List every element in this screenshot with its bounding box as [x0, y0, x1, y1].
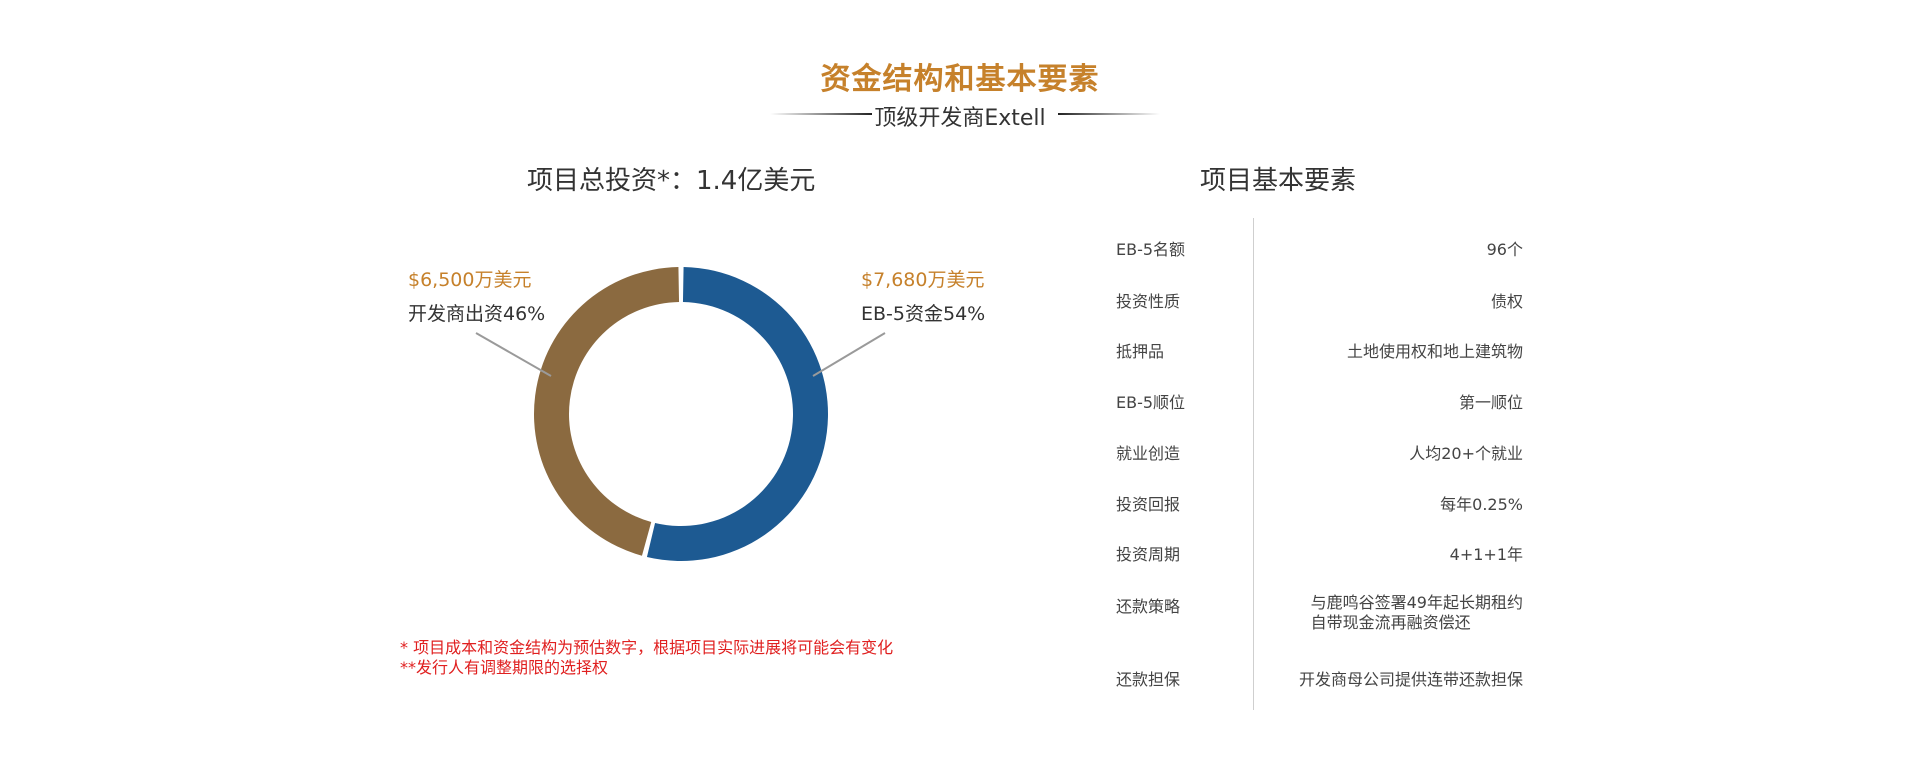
- investment-title: 项目总投资*：1.4亿美元: [527, 166, 816, 196]
- row-value-priority: 第一顺位: [1458, 393, 1523, 412]
- footnote-2: **发行人有调整期限的选择权: [400, 658, 609, 677]
- row-label-repayment-guarantee: 还款担保: [1116, 670, 1181, 689]
- repayment-strategy-line-2: 自带现金流再融资偿还: [1310, 613, 1471, 632]
- row-label-jobs: 就业创造: [1116, 444, 1181, 463]
- row-label-eb5-quota: EB-5名额: [1116, 240, 1186, 259]
- donut-slice-developer: [534, 267, 680, 556]
- row-label-return: 投资回报: [1116, 495, 1181, 514]
- subtitle-line-right: [1058, 113, 1160, 115]
- row-label-term: 投资周期: [1116, 545, 1181, 564]
- footnotes: * 项目成本和资金结构为预估数字，根据项目实际进展将可能会有变化 **发行人有调…: [400, 638, 893, 678]
- row-value-repayment-guarantee: 开发商母公司提供连带还款担保: [1298, 670, 1523, 689]
- row-value-return: 每年0.25%: [1440, 495, 1523, 514]
- row-value-term: 4+1+1年: [1449, 545, 1523, 564]
- row-value-jobs: 人均20+个就业: [1409, 444, 1523, 463]
- leader-line-developer: [475, 332, 552, 377]
- row-label-repayment-strategy: 还款策略: [1116, 597, 1181, 616]
- row-value-investment-type: 债权: [1490, 292, 1523, 311]
- slice-amount-eb5: $7,680万美元: [861, 269, 985, 291]
- row-label-investment-type: 投资性质: [1116, 292, 1181, 311]
- elements-title: 项目基本要素: [1200, 166, 1357, 196]
- subtitle-line-left: [770, 113, 872, 115]
- donut-slice-eb5: [646, 267, 829, 561]
- row-value-repayment-strategy: 与鹿鸣谷签署49年起长期租约 自带现金流再融资偿还: [1311, 593, 1523, 633]
- slice-label-developer: 开发商出资46%: [408, 303, 546, 325]
- repayment-strategy-line-1: 与鹿鸣谷签署49年起长期租约: [1310, 593, 1523, 612]
- row-label-priority: EB-5顺位: [1116, 393, 1186, 412]
- row-value-eb5-quota: 96个: [1486, 240, 1523, 259]
- leader-line-eb5: [812, 332, 886, 377]
- slice-amount-developer: $6,500万美元: [408, 269, 532, 291]
- table-divider: [1253, 218, 1254, 710]
- slice-label-eb5: EB-5资金54%: [861, 303, 986, 325]
- row-label-collateral: 抵押品: [1116, 342, 1165, 361]
- row-value-collateral: 土地使用权和地上建筑物: [1346, 342, 1523, 361]
- page-title: 资金结构和基本要素: [820, 62, 1100, 97]
- footnote-1: * 项目成本和资金结构为预估数字，根据项目实际进展将可能会有变化: [400, 638, 894, 657]
- page-subtitle: 顶级开发商Extell: [874, 106, 1046, 131]
